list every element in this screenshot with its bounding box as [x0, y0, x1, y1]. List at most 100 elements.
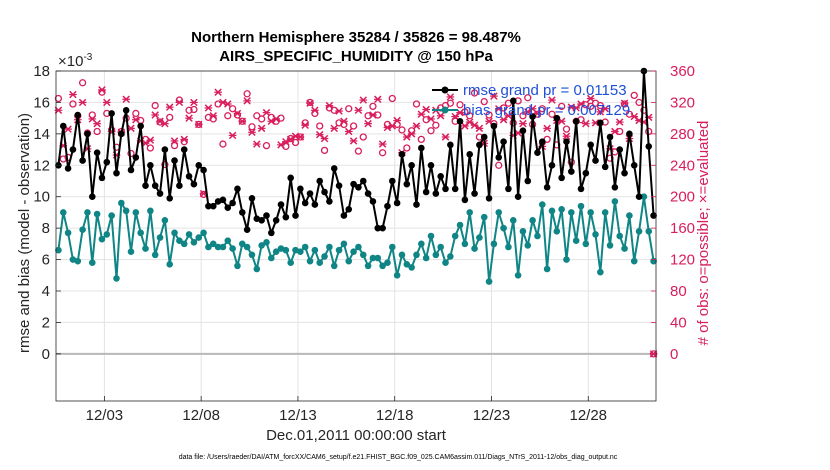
- obs-possible-point: [412, 100, 421, 108]
- rmse-point: [572, 117, 580, 125]
- obs-evaluated-point: [98, 86, 106, 94]
- rmse-point: [229, 199, 236, 207]
- bias-point: [461, 240, 469, 248]
- bias-point: [301, 243, 309, 251]
- x-tick-label: 12/08: [182, 407, 220, 424]
- rmse-point: [645, 143, 653, 150]
- rmse-point: [601, 163, 609, 171]
- rmse-point: [180, 146, 188, 153]
- bias-point: [437, 243, 444, 251]
- bias-point: [98, 235, 106, 243]
- rmse-point: [635, 193, 643, 201]
- plot-area: [56, 71, 656, 401]
- obs-possible-point: [446, 99, 455, 107]
- obs-possible-point: [630, 91, 638, 100]
- bias-point: [297, 248, 304, 256]
- bias-point: [548, 207, 556, 215]
- x-tick-label: 12/28: [569, 407, 607, 424]
- obs-evaluated-point: [194, 120, 203, 129]
- bias-point: [55, 246, 62, 254]
- obs-evaluated-point: [475, 124, 484, 133]
- obs-possible-point: [69, 100, 77, 108]
- y-tick-label-left: 8: [42, 220, 50, 237]
- x-tick-label: 12/03: [86, 407, 124, 424]
- obs-possible-point: [538, 105, 546, 113]
- obs-evaluated-point: [373, 95, 382, 104]
- obs-possible-point: [485, 111, 493, 119]
- rmse-point: [384, 202, 391, 210]
- bias-point: [393, 271, 401, 279]
- obs-evaluated-point: [364, 119, 372, 128]
- rmse-point: [103, 158, 111, 166]
- bias-point: [229, 245, 236, 252]
- obs-possible-point: [548, 110, 556, 118]
- bias-point: [476, 234, 483, 241]
- obs-evaluated-point: [485, 117, 493, 126]
- rmse-point: [592, 157, 599, 164]
- rmse-point: [311, 201, 319, 208]
- obs-evaluated-point: [262, 108, 271, 117]
- obs-evaluated-point: [436, 112, 445, 120]
- obs-possible-point: [562, 125, 571, 133]
- rmse-point: [292, 212, 299, 219]
- obs-possible-point: [316, 122, 324, 130]
- rmse-point: [88, 193, 96, 201]
- obs-possible-point: [620, 100, 629, 108]
- obs-possible-point: [369, 102, 377, 111]
- obs-evaluated-point: [412, 122, 421, 130]
- bias-point: [311, 246, 319, 254]
- obs-possible-point: [417, 135, 425, 144]
- rmse-point: [558, 174, 565, 182]
- bias-point: [466, 209, 474, 216]
- bias-point: [384, 259, 391, 267]
- rmse-point: [630, 161, 638, 169]
- obs-evaluated-point: [504, 112, 513, 120]
- bias-point: [597, 268, 604, 276]
- rmse-point: [582, 169, 590, 177]
- obs-evaluated-point: [611, 127, 619, 136]
- obs-evaluated-point: [257, 124, 266, 133]
- rmse-point: [287, 174, 294, 182]
- bias-point: [84, 209, 91, 216]
- obs-evaluated-point: [131, 115, 140, 124]
- obs-possible-point: [466, 112, 474, 120]
- bias-point: [427, 232, 435, 240]
- obs-evaluated-point: [354, 106, 363, 115]
- obs-evaluated-point: [615, 118, 624, 126]
- bias-point: [398, 251, 406, 259]
- bias-point: [364, 262, 372, 270]
- obs-count-markers: [54, 79, 658, 358]
- rmse-series: [55, 67, 657, 237]
- bias-point: [529, 216, 536, 224]
- bias-point: [485, 278, 493, 285]
- rmse-point: [127, 166, 135, 174]
- bias-point: [195, 234, 203, 241]
- y-tick-label-right: 160: [670, 220, 695, 237]
- obs-possible-point: [146, 144, 155, 152]
- obs-possible-point: [132, 109, 140, 118]
- rmse-point: [122, 106, 130, 114]
- obs-evaluated-point: [233, 109, 242, 118]
- rmse-point: [490, 122, 498, 130]
- rmse-point: [427, 161, 435, 169]
- obs-evaluated-point: [204, 104, 213, 112]
- bias-point: [59, 209, 67, 216]
- left-axis-scale-factor: ×10-3: [58, 52, 93, 70]
- obs-possible-point: [427, 127, 435, 135]
- rmse-point: [471, 190, 478, 197]
- rmse-point: [587, 141, 594, 149]
- rmse-point: [442, 185, 449, 193]
- obs-possible-point: [388, 94, 396, 103]
- x-tick-label: 12/23: [473, 407, 511, 424]
- rmse-point: [137, 122, 144, 130]
- obs-possible-point: [403, 144, 411, 152]
- obs-evaluated-point: [586, 94, 595, 103]
- bias-point: [132, 209, 140, 216]
- rmse-point: [190, 180, 198, 188]
- bias-point: [214, 243, 222, 251]
- obs-evaluated-point: [238, 117, 247, 126]
- bias-point: [224, 237, 232, 245]
- bias-point: [471, 245, 478, 252]
- bias-point: [326, 243, 333, 251]
